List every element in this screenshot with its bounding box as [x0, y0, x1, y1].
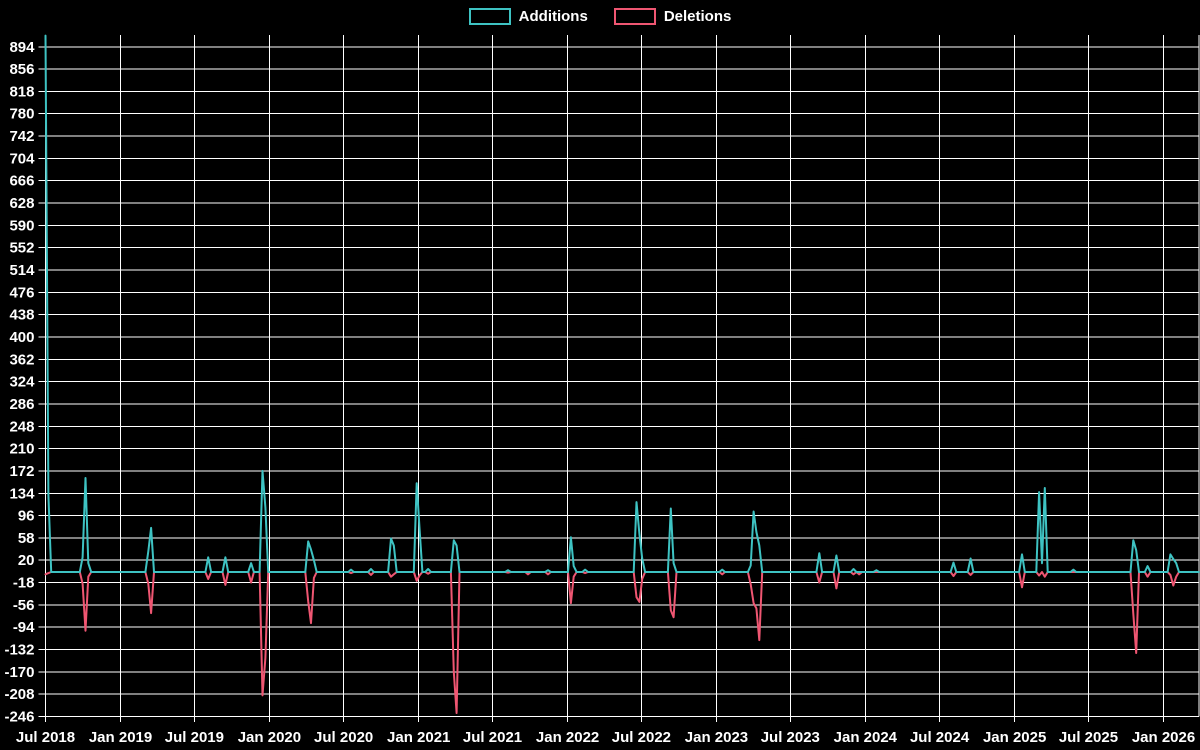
x-tick-label: Jan 2023 [685, 729, 748, 746]
additions-legend-label: Additions [518, 8, 588, 25]
x-tick-label: Jan 2026 [1132, 729, 1195, 746]
y-tick-label: 210 [9, 441, 34, 458]
y-tick-label: 172 [9, 463, 34, 480]
additions-line [44, 34, 1200, 573]
y-tick-label: -246 [4, 709, 34, 726]
y-tick-label: 362 [9, 351, 34, 368]
y-tick-label: -208 [4, 686, 34, 703]
x-tick-label: Jul 2021 [463, 729, 522, 746]
y-tick-label: 514 [9, 262, 35, 279]
y-tick-label: 590 [9, 217, 34, 234]
y-tick-label: -18 [13, 575, 35, 592]
x-tick-label: Jul 2022 [612, 729, 671, 746]
legend-item-additions[interactable]: Additions [468, 8, 588, 25]
x-tick-label: Jan 2022 [536, 729, 599, 746]
y-tick-label: 894 [9, 39, 35, 56]
y-tick-label: 818 [9, 83, 34, 100]
x-tick-label: Jul 2023 [761, 729, 820, 746]
x-tick-label: Jan 2024 [834, 729, 898, 746]
y-tick-label: -56 [13, 597, 35, 614]
y-tick-label: 552 [9, 240, 34, 257]
x-tick-label: Jul 2025 [1059, 729, 1118, 746]
x-tick-label: Jan 2025 [983, 729, 1046, 746]
x-tick-label: Jan 2021 [387, 729, 450, 746]
deletions-swatch [613, 8, 656, 25]
y-tick-label: 780 [9, 106, 34, 123]
x-tick-label: Jul 2020 [314, 729, 373, 746]
x-tick-label: Jul 2018 [16, 729, 75, 746]
y-tick-label: -94 [13, 619, 35, 636]
y-tick-label: 476 [9, 284, 34, 301]
y-tick-label: 286 [9, 396, 34, 413]
y-tick-label: 438 [9, 307, 34, 324]
x-tick-label: Jul 2019 [165, 729, 224, 746]
legend-item-deletions[interactable]: Deletions [613, 8, 732, 25]
y-tick-label: 20 [18, 552, 35, 569]
vertical-gridlines [45, 35, 1165, 722]
additions-swatch [468, 8, 511, 25]
chart-legend: Additions Deletions [0, 8, 1200, 25]
y-tick-label: 704 [9, 150, 35, 167]
y-tick-label: 96 [18, 508, 35, 525]
x-tick-label: Jan 2020 [238, 729, 301, 746]
y-tick-label: 58 [18, 530, 35, 547]
y-tick-label: 856 [9, 61, 34, 78]
x-tick-label: Jan 2019 [89, 729, 152, 746]
horizontal-gridlines [38, 46, 1199, 717]
y-tick-label: 742 [9, 128, 34, 145]
y-tick-label: -170 [4, 664, 34, 681]
plot-area[interactable] [46, 35, 1200, 717]
x-tick-label: Jul 2024 [910, 729, 970, 746]
y-tick-label: 324 [9, 374, 35, 391]
y-tick-label: -132 [4, 642, 34, 659]
y-tick-label: 666 [9, 173, 34, 190]
y-tick-labels: 894 856 818 780 742 704 666 628 590 552 514 476 438 4… [4, 39, 35, 726]
y-tick-label: 628 [9, 195, 34, 212]
deletions-legend-label: Deletions [663, 8, 732, 25]
y-tick-label: 134 [9, 485, 35, 502]
y-tick-label: 400 [9, 329, 34, 346]
x-tick-labels: Jul 2018 Jan 2019 Jul 2019 Jan 2020 Jul 2020… [16, 729, 1195, 746]
y-tick-label: 248 [9, 418, 34, 435]
